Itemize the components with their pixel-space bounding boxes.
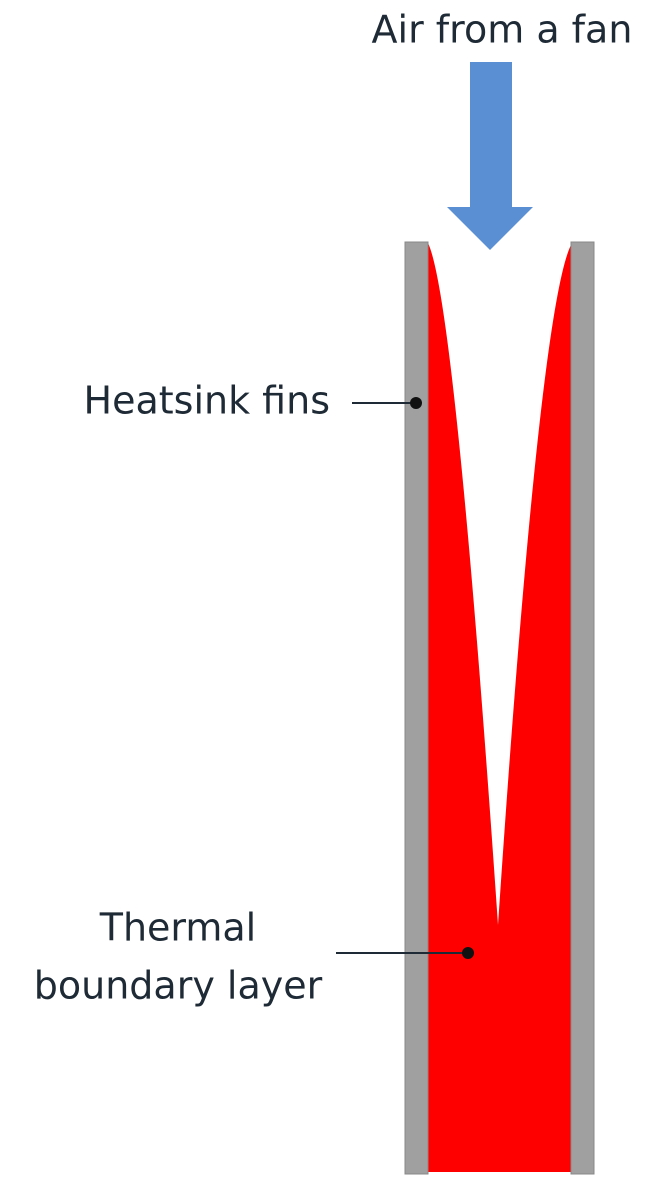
fins-dot xyxy=(410,397,422,409)
air-arrow xyxy=(447,62,533,250)
fins-label: Heatsink fins xyxy=(84,379,330,423)
air-label: Air from a fan xyxy=(372,8,633,52)
layer-dot xyxy=(462,947,474,959)
left-fin xyxy=(405,242,428,1174)
layer-label-2: boundary layer xyxy=(34,964,323,1008)
right-fin xyxy=(571,242,594,1174)
layer-label-1: Thermal xyxy=(99,906,257,950)
boundary-layer xyxy=(428,243,572,1172)
diagram: Air from a fan Heatsink fins Thermal bou… xyxy=(0,0,654,1182)
